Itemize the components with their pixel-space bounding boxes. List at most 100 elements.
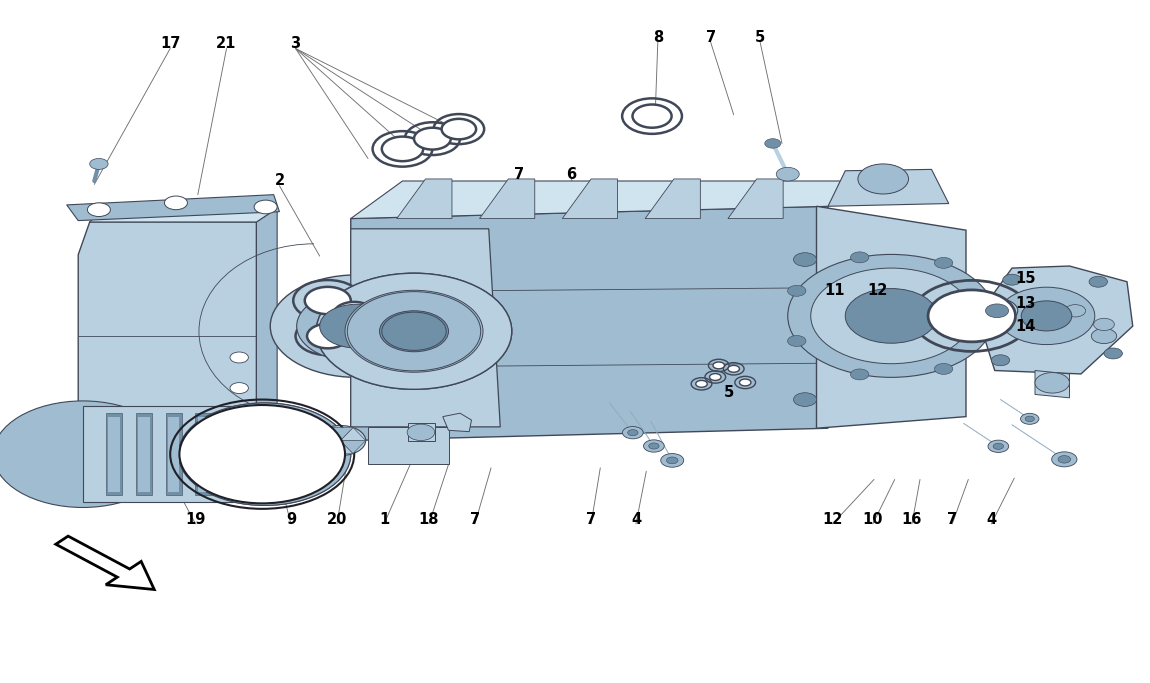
- Polygon shape: [828, 169, 949, 206]
- Circle shape: [628, 430, 638, 436]
- Text: 15: 15: [1015, 271, 1036, 286]
- Circle shape: [442, 119, 476, 139]
- Text: 1: 1: [380, 512, 389, 527]
- Circle shape: [1091, 329, 1117, 344]
- Polygon shape: [67, 195, 279, 221]
- Circle shape: [728, 365, 739, 372]
- Bar: [196, 413, 212, 495]
- Circle shape: [397, 393, 420, 406]
- Polygon shape: [408, 423, 435, 441]
- Bar: [168, 417, 179, 492]
- Text: 12: 12: [822, 512, 843, 527]
- Polygon shape: [816, 206, 966, 428]
- Circle shape: [649, 443, 659, 449]
- Polygon shape: [1035, 370, 1070, 398]
- Text: 6: 6: [567, 167, 576, 182]
- Circle shape: [216, 427, 239, 441]
- Circle shape: [858, 164, 908, 194]
- Circle shape: [788, 285, 806, 296]
- Circle shape: [811, 268, 972, 363]
- Polygon shape: [56, 536, 154, 589]
- Polygon shape: [397, 179, 452, 219]
- Circle shape: [661, 454, 684, 467]
- Text: 14: 14: [1015, 319, 1036, 334]
- Text: 11: 11: [825, 283, 845, 298]
- Text: 7: 7: [706, 30, 715, 45]
- Polygon shape: [351, 206, 828, 441]
- Polygon shape: [351, 229, 500, 427]
- Bar: [166, 413, 182, 495]
- Circle shape: [178, 403, 351, 505]
- Circle shape: [380, 311, 448, 352]
- Circle shape: [334, 302, 375, 326]
- Bar: [106, 413, 122, 495]
- Circle shape: [935, 257, 953, 268]
- Circle shape: [988, 440, 1009, 452]
- Polygon shape: [351, 181, 862, 219]
- Circle shape: [230, 382, 248, 393]
- Circle shape: [713, 362, 724, 369]
- Bar: [198, 417, 209, 492]
- Text: 5: 5: [724, 385, 734, 400]
- Circle shape: [1035, 373, 1070, 393]
- Text: 21: 21: [216, 36, 237, 51]
- Circle shape: [991, 355, 1010, 366]
- Polygon shape: [90, 205, 277, 222]
- Text: 3: 3: [291, 36, 300, 51]
- Polygon shape: [256, 208, 277, 441]
- Bar: [225, 413, 242, 495]
- Circle shape: [320, 305, 393, 348]
- Circle shape: [632, 104, 672, 128]
- Circle shape: [347, 292, 481, 371]
- Text: 16: 16: [902, 512, 922, 527]
- Circle shape: [1052, 452, 1078, 467]
- Text: 2: 2: [275, 173, 284, 189]
- Circle shape: [1021, 301, 1072, 331]
- Text: 17: 17: [160, 36, 181, 51]
- Text: 7: 7: [514, 167, 523, 182]
- Circle shape: [270, 275, 443, 378]
- Circle shape: [0, 401, 172, 507]
- Circle shape: [382, 137, 423, 161]
- Text: 13: 13: [1015, 296, 1036, 311]
- Polygon shape: [645, 179, 700, 219]
- Circle shape: [297, 291, 416, 362]
- Text: 7: 7: [470, 512, 480, 527]
- Circle shape: [998, 287, 1095, 344]
- Circle shape: [267, 443, 304, 464]
- Circle shape: [851, 369, 869, 380]
- Circle shape: [644, 440, 665, 452]
- Text: 12: 12: [867, 283, 888, 298]
- Circle shape: [397, 253, 420, 266]
- Circle shape: [382, 312, 446, 350]
- Polygon shape: [340, 428, 366, 441]
- Circle shape: [1094, 318, 1114, 331]
- Circle shape: [1104, 348, 1122, 359]
- Circle shape: [710, 374, 721, 380]
- Text: 4: 4: [987, 512, 996, 527]
- Circle shape: [90, 158, 108, 169]
- Circle shape: [739, 379, 751, 386]
- Circle shape: [1058, 456, 1071, 463]
- Bar: [108, 417, 120, 492]
- Circle shape: [1003, 274, 1021, 285]
- Circle shape: [765, 139, 781, 148]
- Text: 20: 20: [327, 512, 347, 527]
- Polygon shape: [78, 222, 256, 441]
- Polygon shape: [315, 428, 340, 441]
- Circle shape: [976, 298, 1018, 323]
- Circle shape: [986, 304, 1009, 318]
- Polygon shape: [328, 428, 353, 441]
- Text: 5: 5: [756, 30, 765, 45]
- Circle shape: [254, 200, 277, 214]
- Bar: [228, 417, 239, 492]
- Circle shape: [935, 363, 953, 374]
- Circle shape: [407, 424, 435, 441]
- Circle shape: [305, 287, 351, 314]
- Circle shape: [851, 252, 869, 263]
- Polygon shape: [480, 179, 535, 219]
- Circle shape: [307, 324, 348, 348]
- Bar: [138, 417, 150, 492]
- Text: 10: 10: [862, 512, 883, 527]
- Circle shape: [1025, 416, 1034, 421]
